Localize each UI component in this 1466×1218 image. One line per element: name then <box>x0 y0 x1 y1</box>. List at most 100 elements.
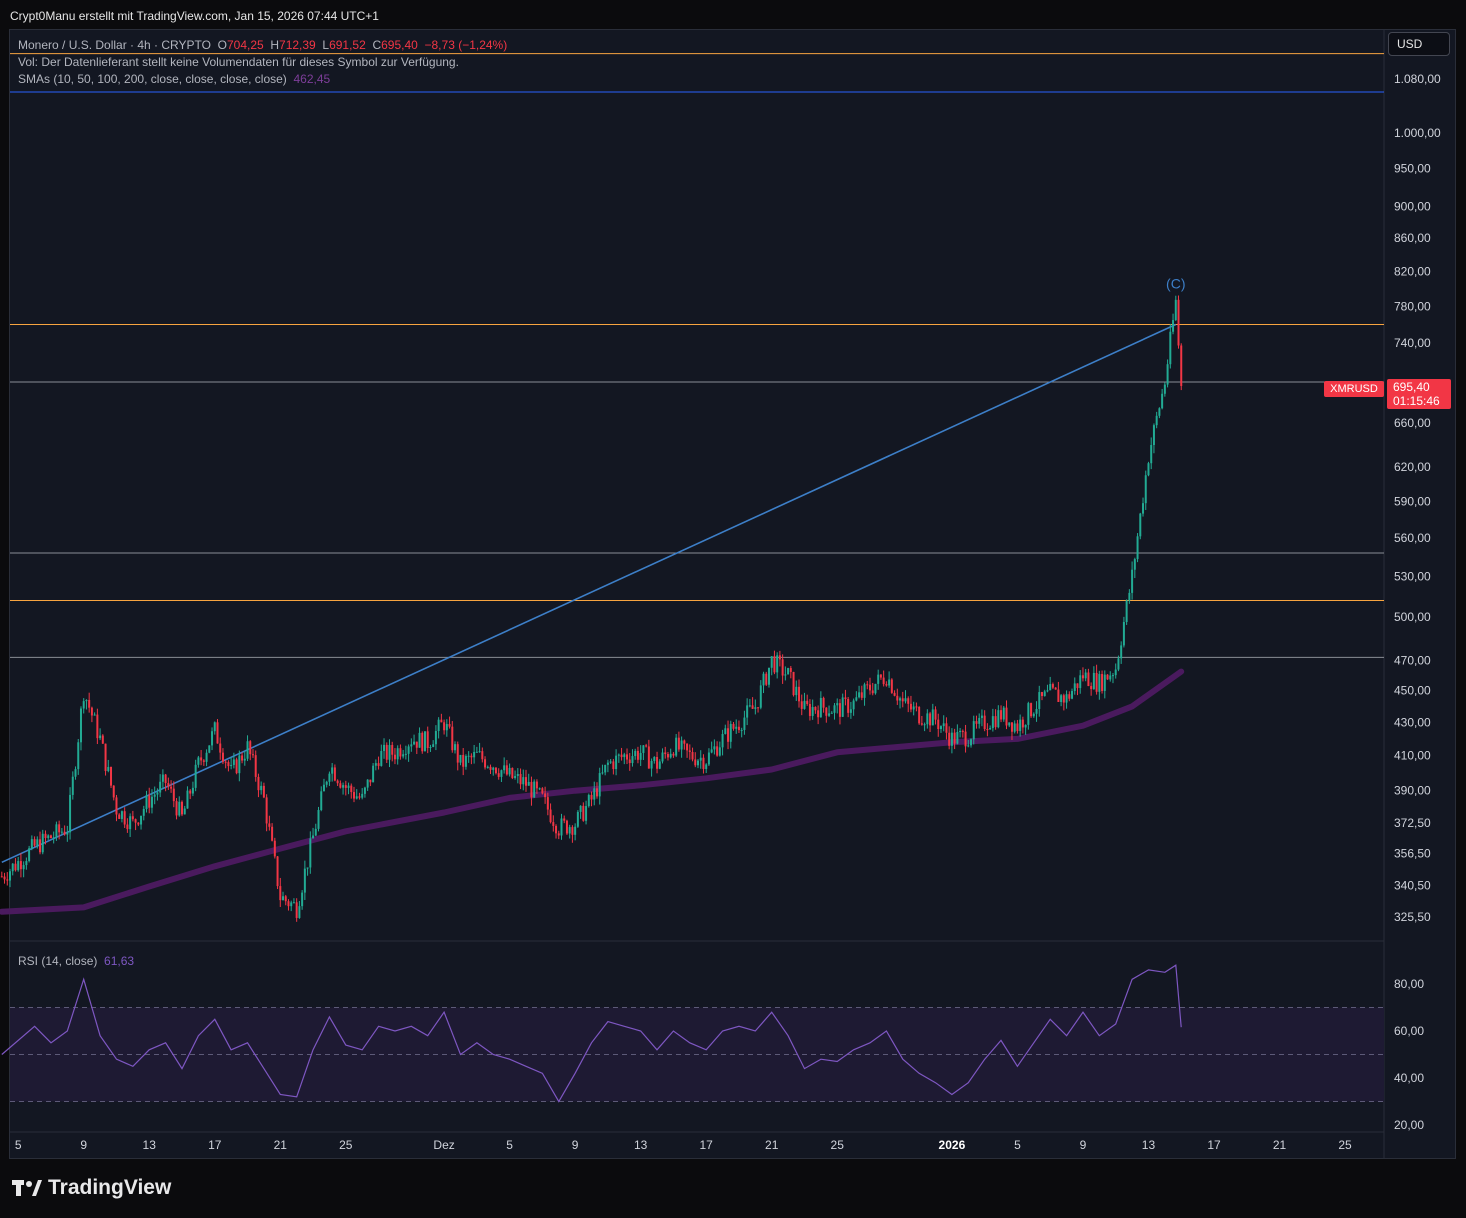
candle-body <box>609 761 612 763</box>
rsi-value: 61,63 <box>104 954 135 968</box>
candle-body <box>1133 559 1136 570</box>
candle-body <box>907 698 910 704</box>
candle-body <box>694 759 697 766</box>
candle-body <box>519 774 522 785</box>
candle-body <box>612 761 615 770</box>
candle-body <box>11 863 14 872</box>
candle-body <box>361 793 364 798</box>
candle-body <box>571 827 574 835</box>
candle-body <box>899 698 902 701</box>
candle-body <box>112 785 115 798</box>
candle-body <box>6 879 9 881</box>
candle-body <box>923 724 926 726</box>
candle-body <box>328 773 331 782</box>
currency-button[interactable]: USD <box>1388 32 1450 56</box>
candle-body <box>1180 345 1183 386</box>
candle-body <box>942 723 945 727</box>
candle-body <box>290 902 293 907</box>
candle-body <box>533 781 536 798</box>
candle-body <box>658 761 661 769</box>
candle-body <box>47 835 50 839</box>
candle-body <box>650 760 653 769</box>
candle-body <box>989 727 992 730</box>
candle-body <box>931 709 934 726</box>
price-tick-label: 372,50 <box>1394 816 1431 830</box>
candle-body <box>366 779 369 788</box>
candle-body <box>227 762 230 767</box>
candle-body <box>350 785 353 793</box>
tradingview-logo[interactable]: TradingView <box>12 1176 171 1200</box>
candle-body <box>516 774 519 776</box>
time-tick-label: 21 <box>274 1138 288 1152</box>
candle-body <box>336 780 339 784</box>
candle-body <box>1073 683 1076 692</box>
candle-body <box>576 811 579 827</box>
candle-body <box>77 742 80 770</box>
candle-body <box>896 695 899 701</box>
candle-body <box>489 766 492 770</box>
candle-body <box>814 706 817 711</box>
candle-body <box>849 709 852 713</box>
candle-body <box>688 750 691 752</box>
candle-body <box>58 824 61 833</box>
candle-body <box>284 896 287 902</box>
price-tick-label: 820,00 <box>1394 264 1431 278</box>
candle-body <box>265 797 268 824</box>
candle-body <box>1016 723 1019 732</box>
candle-body <box>238 755 241 774</box>
candle-body <box>877 674 880 684</box>
candle-body <box>213 722 216 732</box>
candle-body <box>478 751 481 753</box>
candle-body <box>885 684 888 686</box>
sma-label: SMAs (10, 50, 100, 200, close, close, cl… <box>18 72 287 86</box>
candle-body <box>60 831 63 833</box>
candle-body <box>429 746 432 748</box>
candle-body <box>991 716 994 728</box>
candle-body <box>186 790 189 809</box>
candle-body <box>374 763 377 766</box>
candle-body <box>107 766 110 772</box>
candle-body <box>683 740 686 744</box>
candle-body <box>1147 463 1150 476</box>
candle-body <box>49 835 52 839</box>
candle-body <box>295 902 298 918</box>
candle-body <box>1136 536 1139 560</box>
candle-body <box>710 749 713 753</box>
candle-body <box>426 731 429 748</box>
candle-body <box>123 811 126 825</box>
candle-body <box>353 792 355 799</box>
time-tick-label: 25 <box>1338 1138 1352 1152</box>
candle-body <box>1106 674 1109 680</box>
candle-body <box>377 763 380 766</box>
candle-body <box>628 759 631 764</box>
candle-body <box>1005 707 1008 726</box>
candle-body <box>522 777 525 785</box>
rsi-legend: RSI (14, close) 61,63 <box>18 954 134 968</box>
candle-body <box>178 801 181 816</box>
candle-body <box>276 856 279 887</box>
candle-body <box>301 892 304 907</box>
candle-body <box>131 816 134 820</box>
candle-body <box>1057 689 1060 702</box>
candle-body <box>893 692 896 696</box>
candle-body <box>1076 683 1079 689</box>
candle-body <box>440 719 443 723</box>
candle-body <box>956 732 959 744</box>
candle-body <box>784 674 787 676</box>
candle-body <box>1177 299 1180 346</box>
high-label: H <box>270 38 280 52</box>
candle-body <box>888 679 891 686</box>
time-tick-label: 9 <box>572 1138 579 1152</box>
candle-body <box>369 779 372 783</box>
sma-legend: SMAs (10, 50, 100, 200, close, close, cl… <box>18 72 330 86</box>
candle-body <box>0 876 3 878</box>
candle-body <box>44 833 47 839</box>
candle-body <box>863 684 866 698</box>
rsi-tick-label: 80,00 <box>1394 977 1424 991</box>
candle-body <box>30 839 33 849</box>
candle-body <box>909 703 912 710</box>
candle-body <box>1043 691 1046 697</box>
candle-body <box>748 705 751 707</box>
candle-body <box>598 773 601 797</box>
